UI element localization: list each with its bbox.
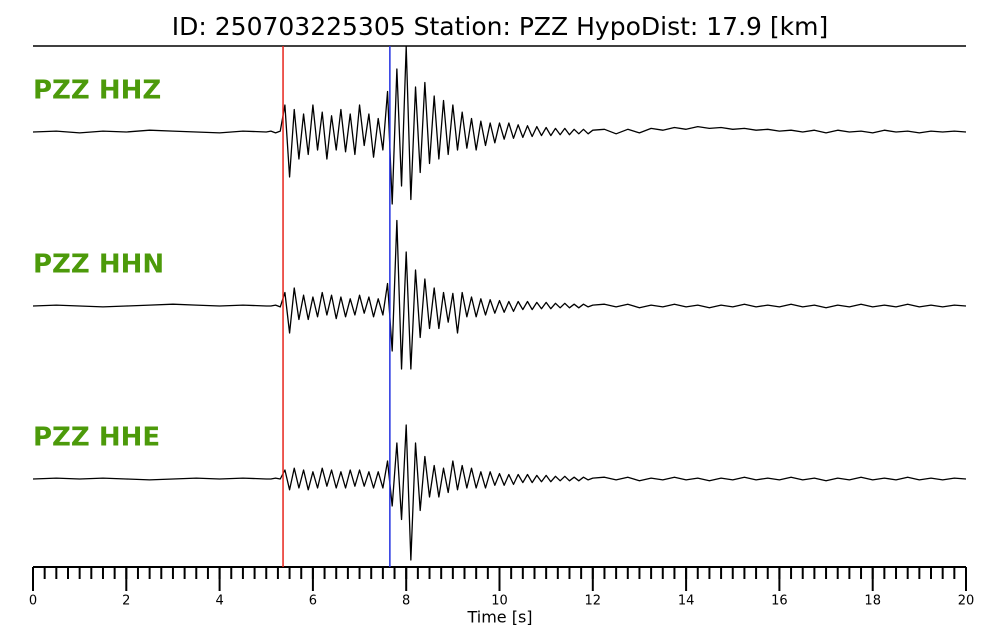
x-tick-label: 8 (402, 594, 410, 609)
trace-label: PZZ HHE (33, 423, 160, 453)
x-tick-label: 20 (958, 594, 975, 609)
trace (32, 219, 967, 370)
x-tick-label: 12 (585, 594, 602, 609)
x-tick-label: 14 (678, 594, 695, 609)
x-tick-label: 16 (771, 594, 788, 609)
x-tick-label: 2 (122, 594, 130, 609)
trace (32, 424, 967, 561)
x-tick-label: 4 (215, 594, 223, 609)
x-tick-label: 0 (29, 594, 37, 609)
trace (32, 45, 967, 205)
trace-label: PZZ HHN (33, 250, 164, 280)
chart-title: ID: 250703225305 Station: PZZ HypoDist: … (172, 12, 828, 41)
trace-label: PZZ HHZ (33, 76, 161, 106)
x-axis-label: Time [s] (466, 608, 532, 627)
x-tick-label: 10 (491, 594, 508, 609)
x-tick-label: 18 (864, 594, 881, 609)
x-tick-label: 6 (309, 594, 317, 609)
